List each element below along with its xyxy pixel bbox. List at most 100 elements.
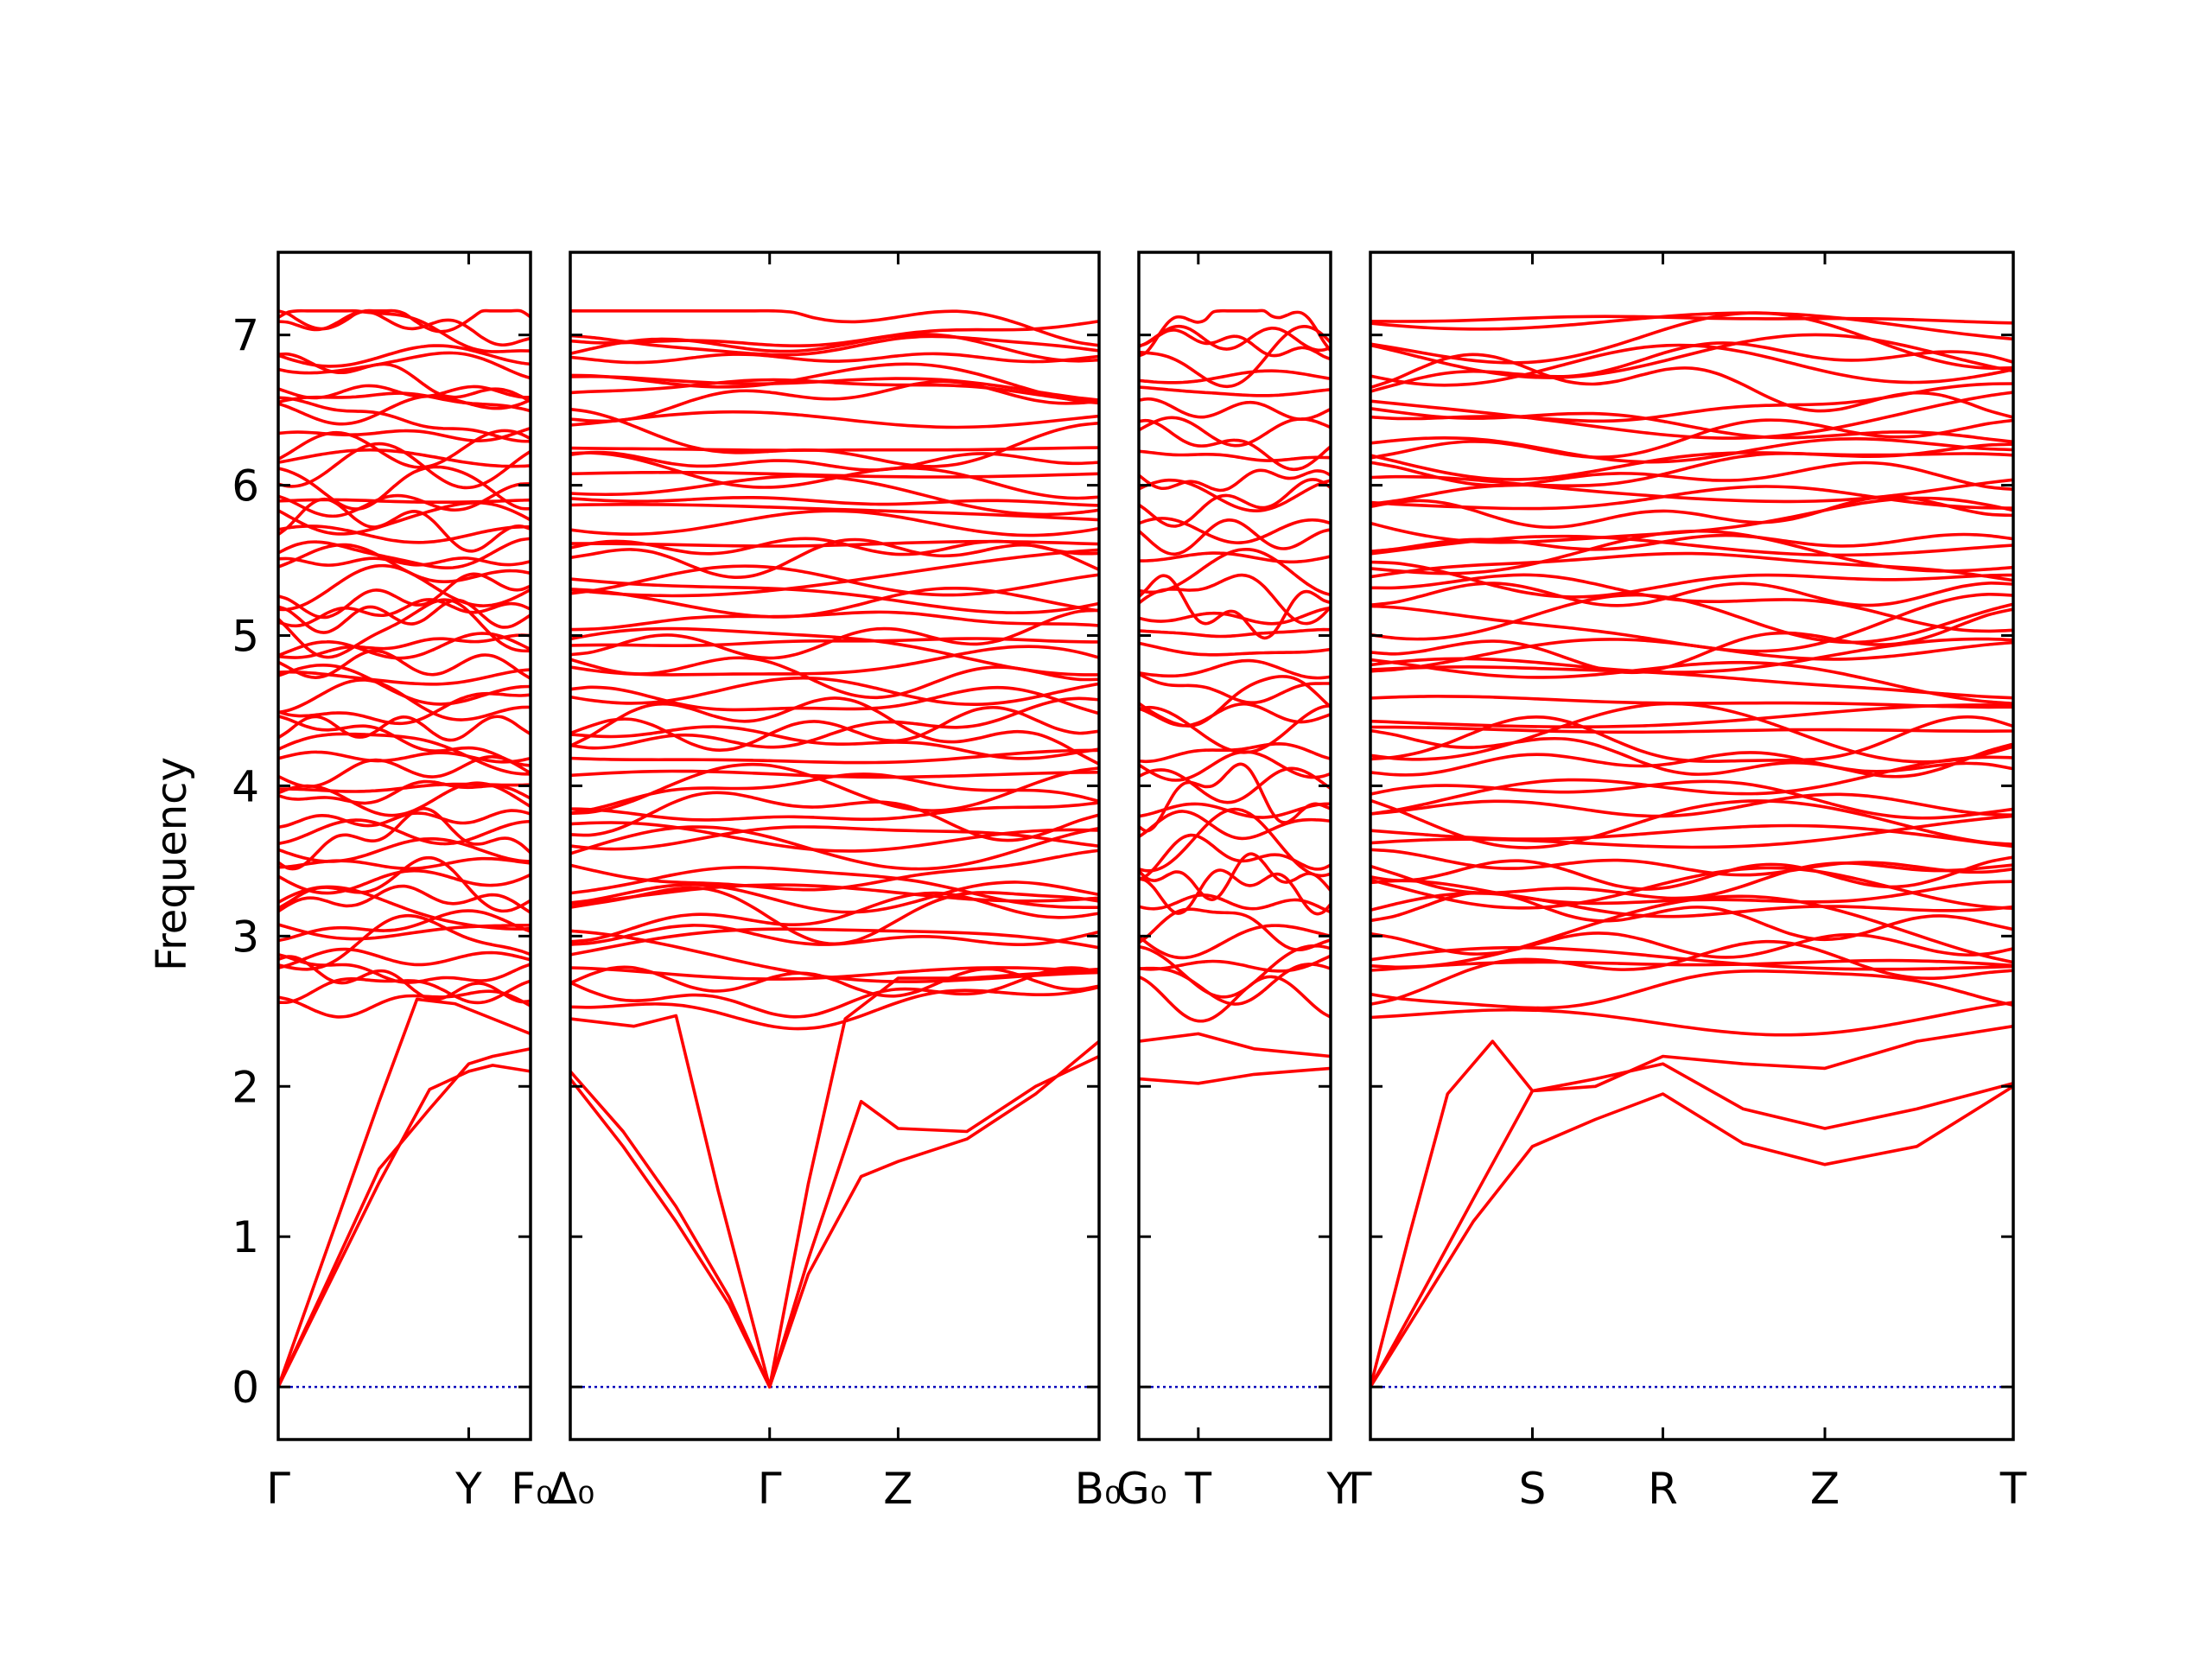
phonon-band — [570, 470, 1099, 479]
acoustic-band-2 — [278, 1047, 531, 1389]
phonon-band — [1370, 798, 2013, 849]
phonon-band — [1139, 606, 1331, 626]
phonon-band — [278, 633, 531, 659]
phonon-band — [1139, 675, 1331, 728]
phonon-band — [1139, 449, 1331, 462]
panel-1 — [276, 251, 532, 1441]
phonon-band — [1370, 866, 2013, 910]
phonon-band — [570, 985, 1099, 1031]
phonon-band — [1139, 766, 1331, 804]
phonon-band — [1139, 802, 1331, 819]
phonon-band — [278, 465, 531, 511]
phonon-band — [570, 378, 1099, 404]
phonon-band — [570, 821, 1099, 853]
band-lines — [1370, 311, 2013, 1389]
acoustic-band-1 — [278, 1064, 531, 1389]
phonon-band — [278, 782, 531, 793]
panel-2 — [569, 251, 1101, 1441]
band-lines — [278, 308, 531, 1389]
phonon-band — [1370, 1001, 2013, 1037]
phonon-band — [1139, 893, 1331, 914]
chart-panels — [276, 251, 2015, 1441]
phonon-band — [570, 866, 1099, 910]
phonon-band — [1139, 833, 1331, 881]
phonon-band — [1370, 311, 2013, 370]
phonon-band — [1370, 665, 2013, 700]
phonon-band — [278, 750, 531, 764]
phonon-band — [570, 374, 1099, 402]
phonon-band — [278, 909, 531, 943]
phonon-band — [1139, 702, 1331, 728]
phonon-band — [1370, 461, 2013, 492]
phonon-band — [570, 577, 1099, 614]
phonon-band — [570, 362, 1099, 405]
phonon-band — [1370, 855, 2013, 891]
phonon-band — [570, 929, 1099, 983]
phonon-band — [278, 732, 531, 776]
phonon-band — [1139, 324, 1331, 353]
phonon-band — [1139, 397, 1331, 421]
phonon-band — [1139, 518, 1331, 556]
phonon-band — [1370, 353, 2013, 419]
phonon-band — [1139, 868, 1331, 916]
phonon-band — [570, 626, 1099, 677]
phonon-band — [278, 482, 531, 518]
phonon-band — [1139, 703, 1331, 754]
phonon-band — [1370, 879, 2013, 906]
phonon-band — [1370, 939, 2013, 1007]
phonon-band — [278, 884, 531, 914]
panel-frame — [276, 251, 532, 1441]
phonon-band — [570, 407, 1099, 468]
phonon-band — [570, 564, 1099, 597]
acoustic-band-3 — [570, 967, 1099, 1389]
phonon-band — [570, 769, 1099, 779]
phonon-band — [1139, 627, 1331, 639]
qpoint-label-r: R — [1648, 1464, 1678, 1514]
qpoint-label-gamma: Γ — [1348, 1464, 1372, 1514]
phonon-band — [1370, 495, 2013, 529]
phonon-band — [1139, 517, 1331, 544]
phonon-band — [278, 308, 531, 353]
phonon-band — [570, 503, 1099, 522]
phonon-band — [570, 495, 1099, 507]
phonon-band — [570, 379, 1099, 423]
qpoint-label-g0: G₀ — [1116, 1464, 1167, 1514]
phonon-band — [278, 543, 531, 584]
phonon-band — [1139, 954, 1331, 973]
phonon-band — [570, 696, 1099, 750]
phonon-band — [570, 748, 1099, 765]
phonon-band — [570, 762, 1099, 816]
phonon-band — [1139, 641, 1331, 657]
phonon-band — [570, 410, 1099, 429]
qpoint-label-gamma: Γ — [266, 1464, 290, 1514]
phonon-band — [1139, 478, 1331, 512]
phonon-band — [1370, 607, 2013, 675]
phonon-band — [570, 696, 1099, 766]
phonon-band — [1370, 792, 2013, 818]
phonon-band — [1370, 391, 2013, 440]
phonon-band — [1370, 315, 2013, 325]
phonon-band — [1139, 750, 1331, 782]
phonon-band — [1370, 958, 2013, 972]
phonon-band — [278, 668, 531, 686]
qpoint-label-delta0: Δ₀ — [548, 1464, 594, 1514]
phonon-band — [570, 966, 1099, 1019]
y-tick-label: 6 — [232, 461, 259, 512]
phonon-band — [1370, 658, 2013, 705]
phonon-band — [570, 676, 1099, 707]
phonon-band — [1139, 810, 1331, 841]
phonon-band — [278, 396, 531, 443]
phonon-band — [570, 656, 1099, 700]
phonon-band — [570, 645, 1099, 677]
phonon-band — [1370, 945, 2013, 971]
phonon-band — [278, 947, 531, 969]
acoustic-band-3 — [1370, 1024, 2013, 1389]
phonon-band — [1370, 407, 2013, 444]
acoustic-band-1 — [1139, 1066, 1331, 1085]
phonon-band — [1139, 468, 1331, 493]
band-lines — [570, 308, 1099, 1389]
phonon-band — [278, 989, 531, 1019]
phonon-band — [1139, 672, 1331, 705]
phonon-band — [278, 308, 531, 334]
phonon-band — [1370, 695, 2013, 709]
